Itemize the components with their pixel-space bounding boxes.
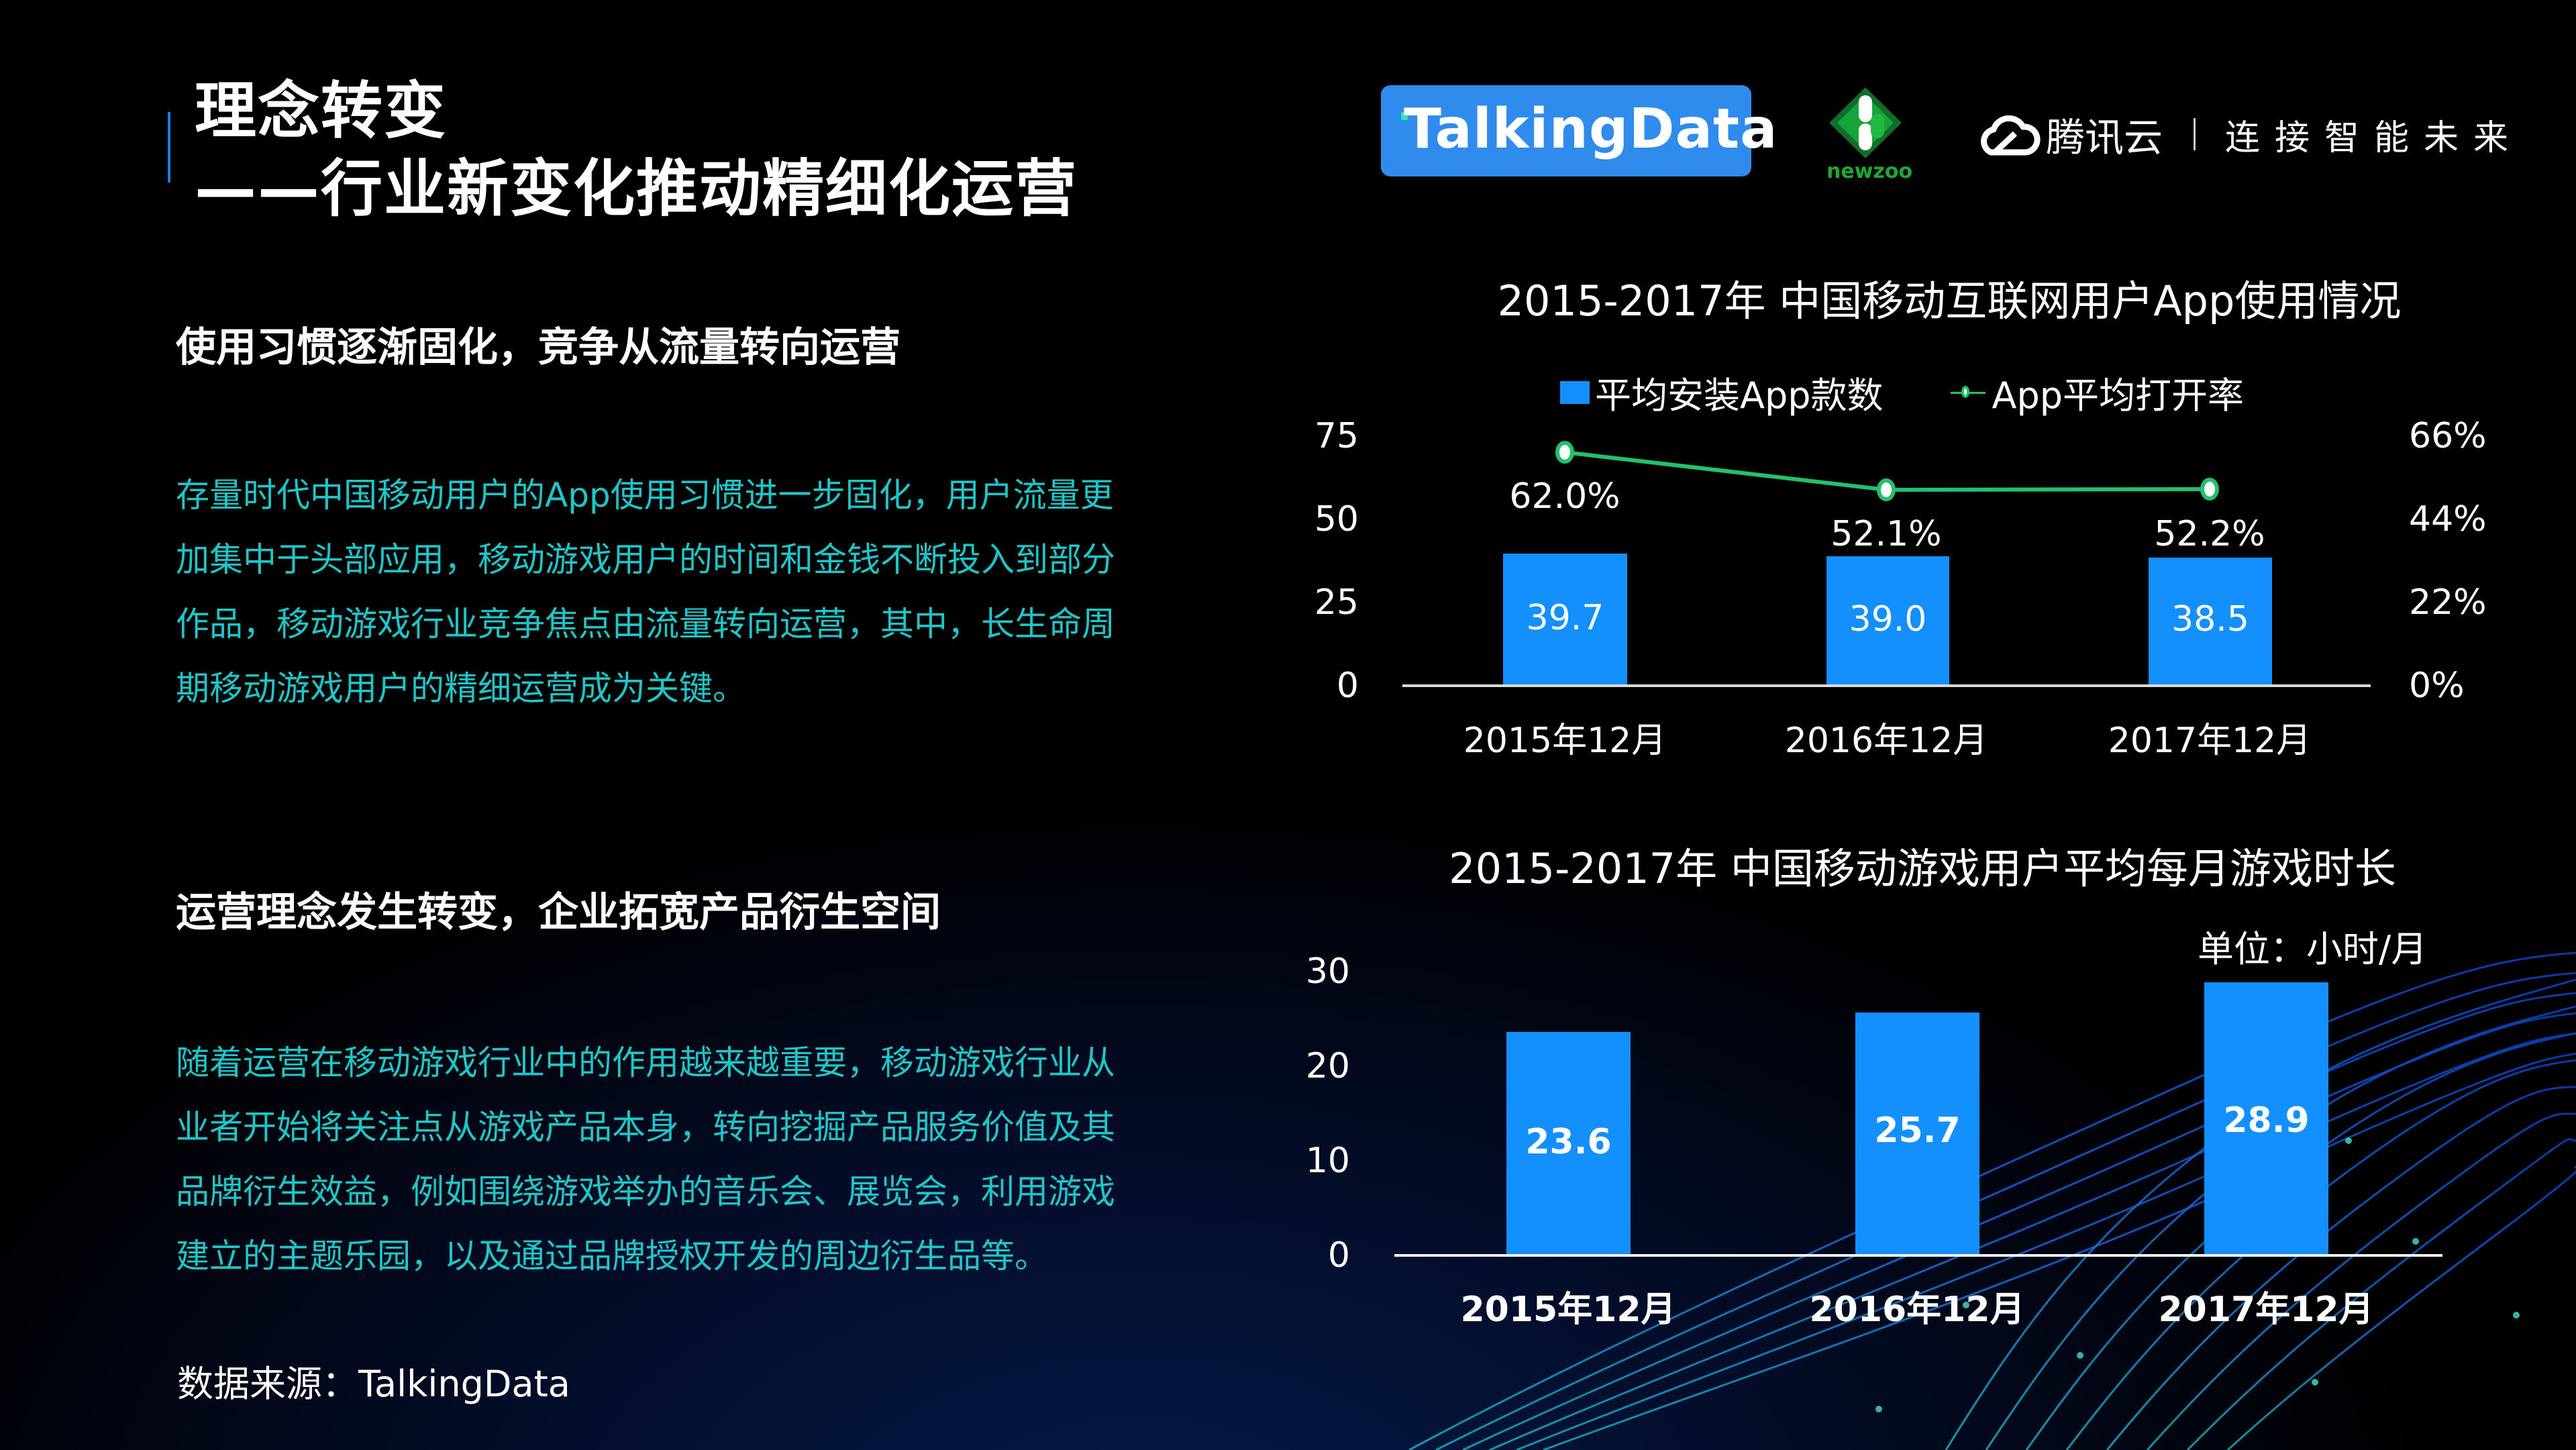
chart2-bar: 23.6 [1506,1032,1631,1255]
talkingdata-logo-text: TalkingData [1404,97,1778,161]
chart1-ytick-right: 66% [2409,416,2487,456]
newzoo-diamond-icon [1829,87,1902,158]
legend-line-marker-icon [1950,385,1986,398]
data-source-note: 数据来源：TalkingData [177,1363,570,1405]
legend-bar-swatch-icon [1560,380,1590,404]
chart1-line-value: 52.1% [1831,514,1942,554]
chart2-x-label: 2016年12月 [1809,1290,2025,1330]
chart1-ytick-left: 0 [1336,666,1359,706]
chart1-bar-value: 38.5 [2171,599,2249,639]
chart1-line-series [1555,441,2219,501]
chart1-ytick-right: 0% [2409,666,2465,706]
chart2-bar: 28.9 [2204,982,2328,1255]
section2-body-line: 建立的主题乐园，以及通过品牌授权开发的周边衍生品等。 [176,1237,1048,1276]
chart2-bar: 25.7 [1855,1013,1979,1255]
section2-body: 随着运营在移动游戏行业中的作用越来越重要，移动游戏行业从 业者开始将关注点从游戏… [176,1031,1189,1288]
chart1-x-label: 2015年12月 [1463,721,1667,761]
chart1-bar-value: 39.0 [1849,599,1927,639]
chart1-ytick-right: 22% [2409,582,2487,623]
title-accent-bar [168,112,170,183]
section2-heading: 运营理念发生转变，企业拓宽产品衍生空间 [176,889,941,936]
chart2-ytick: 0 [1327,1235,1350,1276]
chart1-x-axis [1402,684,2371,687]
chart1-legend: 平均安装App款数 App平均打开率 [1560,366,2244,419]
chart1-ytick-left: 75 [1314,416,1359,456]
chart2-bar-value: 23.6 [1525,1122,1612,1162]
talkingdata-logo: TalkingData [1381,85,1777,176]
wave-mesh-decoration [1409,951,2576,1450]
chart2-ytick: 10 [1305,1141,1350,1181]
legend-line-label: App平均打开率 [1992,374,2245,417]
page-title: 理念转变 [195,75,448,147]
chart2-x-label: 2017年12月 [2158,1290,2374,1330]
chart2-bar-value: 28.9 [2223,1100,2310,1141]
section1-body-line: 期移动游戏用户的精细运营成为关键。 [176,669,746,708]
section2-body-line: 业者开始将关注点从游戏产品本身，转向挖掘产品服务价值及其 [176,1108,1115,1147]
chart1-ytick-left: 50 [1314,499,1359,539]
talkingdata-logo-dot-icon [1401,112,1408,120]
chart1-line-value: 52.2% [2154,514,2265,554]
chart1-ytick-right: 44% [2409,499,2487,539]
section1-heading: 使用习惯逐渐固化，竞争从流量转向运营 [176,324,900,371]
chart1-bar: 38.5 [2149,558,2272,686]
section1-body-line: 作品，移动游戏行业竞争焦点由流量转向运营，其中，长生命周 [176,605,1115,643]
chart2-title: 2015-2017年 中国移动游戏用户平均每月游戏时长 [1449,844,2396,893]
chart1-x-label: 2017年12月 [2108,721,2312,761]
chart1-line-value: 62.0% [1509,476,1620,517]
chart1-bar-value: 39.7 [1526,598,1604,638]
section1-body-line: 存量时代中国移动用户的App使用习惯进一步固化，用户流量更 [176,476,1114,515]
newzoo-logo-text: newzoo [1826,160,1913,183]
chart1-title: 2015-2017年 中国移动互联网用户App使用情况 [1497,276,2402,325]
newzoo-logo: newzoo [1826,86,1913,187]
chart2-ytick: 20 [1305,1046,1350,1086]
tencent-cloud-name: 腾讯云 [2046,115,2163,160]
chart1-ytick-left: 25 [1314,582,1359,623]
page-subtitle: ——行业新变化推动精细化运营 [195,153,1078,225]
chart2-unit-label: 单位：小时/月 [2198,928,2428,970]
chart1-bar: 39.0 [1826,556,1949,686]
chart1-bar: 39.7 [1503,554,1627,686]
section2-body-line: 品牌衍生效益，例如围绕游戏举办的音乐会、展览会，利用游戏 [176,1172,1115,1211]
logo-divider [2194,118,2196,150]
tencent-cloud-slogan: 连接智能未来 [2225,117,2524,158]
chart1-x-label: 2016年12月 [1784,721,1988,761]
chart2-x-axis [1394,1254,2442,1257]
chart2-bar-value: 25.7 [1874,1110,1961,1151]
legend-bar-label: 平均安装App款数 [1595,374,1884,417]
chart2-ytick: 30 [1305,951,1350,992]
section1-body: 存量时代中国移动用户的App使用习惯进一步固化，用户流量更 加集中于头部应用，移… [176,463,1189,721]
section1-body-line: 加集中于头部应用，移动游戏用户的时间和金钱不断投入到部分 [176,540,1115,579]
section2-body-line: 随着运营在移动游戏行业中的作用越来越重要，移动游戏行业从 [176,1043,1115,1082]
chart2-x-label: 2015年12月 [1460,1290,1676,1330]
tencent-cloud-logo: 腾讯云 连接智能未来 [1976,101,2523,168]
tencent-cloud-icon [1981,115,2041,156]
